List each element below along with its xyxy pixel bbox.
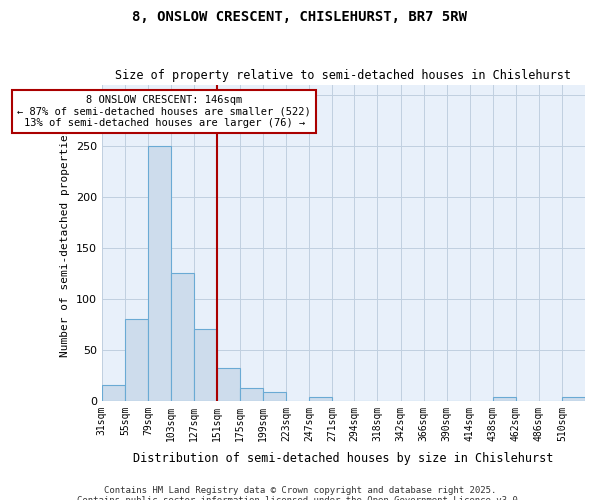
Bar — [263, 392, 286, 401]
Bar — [171, 274, 194, 401]
Text: 8 ONSLOW CRESCENT: 146sqm
← 87% of semi-detached houses are smaller (522)
13% of: 8 ONSLOW CRESCENT: 146sqm ← 87% of semi-… — [17, 95, 311, 128]
Bar — [217, 368, 240, 401]
X-axis label: Distribution of semi-detached houses by size in Chislehurst: Distribution of semi-detached houses by … — [133, 452, 554, 465]
Y-axis label: Number of semi-detached properties: Number of semi-detached properties — [60, 128, 70, 358]
Bar — [102, 386, 125, 401]
Bar — [194, 330, 217, 401]
Bar — [125, 319, 148, 401]
Bar — [493, 396, 516, 401]
Bar — [148, 146, 171, 401]
Bar — [309, 396, 332, 401]
Text: 8, ONSLOW CRESCENT, CHISLEHURST, BR7 5RW: 8, ONSLOW CRESCENT, CHISLEHURST, BR7 5RW — [133, 10, 467, 24]
Text: Contains HM Land Registry data © Crown copyright and database right 2025.: Contains HM Land Registry data © Crown c… — [104, 486, 496, 495]
Text: Contains public sector information licensed under the Open Government Licence v3: Contains public sector information licen… — [77, 496, 523, 500]
Title: Size of property relative to semi-detached houses in Chislehurst: Size of property relative to semi-detach… — [115, 69, 571, 82]
Bar — [240, 388, 263, 401]
Bar — [562, 396, 585, 401]
